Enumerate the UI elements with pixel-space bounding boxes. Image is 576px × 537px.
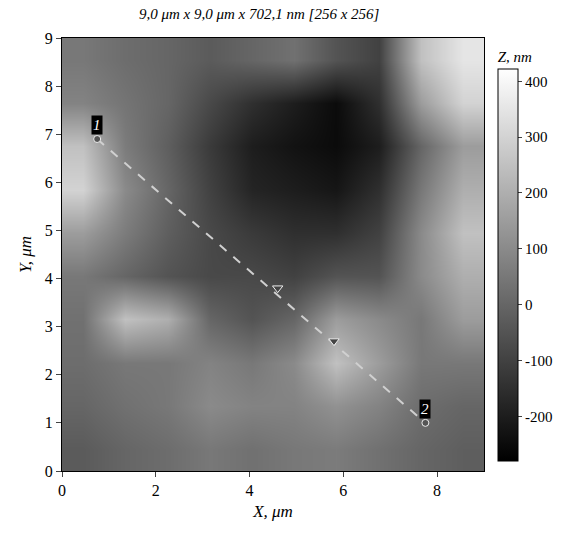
svg-text:8: 8 [45,78,53,95]
svg-text:1: 1 [93,117,101,133]
svg-text:Z, nm: Z, nm [498,49,532,65]
svg-text:9: 9 [45,30,53,47]
svg-text:2: 2 [152,482,160,499]
svg-text:2: 2 [421,401,429,417]
svg-text:X, μm: X, μm [252,502,293,521]
svg-text:9,0 μm x 9,0 μm x 702,1 nm [25: 9,0 μm x 9,0 μm x 702,1 nm [256 x 256] [139,6,380,22]
svg-text:4: 4 [45,270,53,287]
svg-text:0: 0 [525,297,533,313]
svg-text:6: 6 [45,174,53,191]
svg-text:-200: -200 [525,409,553,425]
svg-text:3: 3 [45,318,53,335]
svg-text:0: 0 [45,463,53,480]
svg-text:6: 6 [339,482,347,499]
svg-text:0: 0 [58,482,66,499]
svg-text:Y, μm: Y, μm [16,236,35,273]
svg-text:100: 100 [525,241,548,257]
svg-text:8: 8 [433,482,441,499]
svg-text:5: 5 [45,222,53,239]
svg-text:7: 7 [45,126,53,143]
svg-text:-100: -100 [525,353,553,369]
svg-text:1: 1 [45,414,53,431]
svg-text:300: 300 [525,129,548,145]
svg-text:2: 2 [45,366,53,383]
svg-text:4: 4 [246,482,254,499]
svg-text:400: 400 [525,74,548,90]
svg-text:200: 200 [525,185,548,201]
